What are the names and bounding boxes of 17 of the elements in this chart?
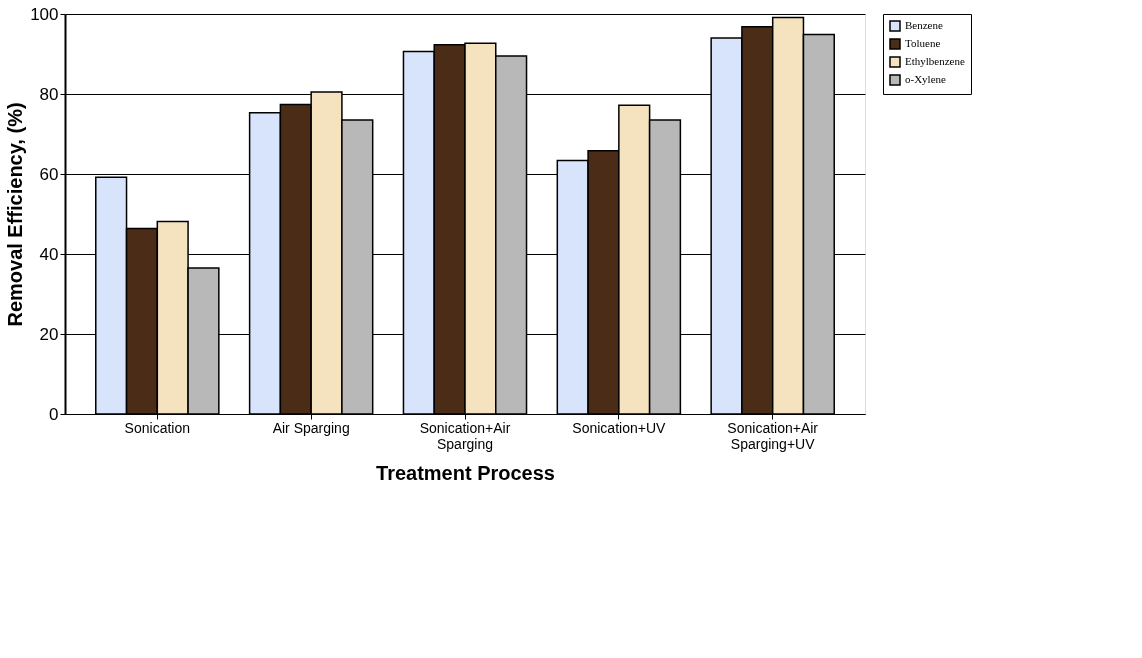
legend-label: Ethylbenzene	[905, 55, 965, 67]
y-tick-label: 100	[30, 4, 59, 24]
y-tick-label: 80	[39, 84, 59, 104]
legend-label: o-Xylene	[905, 73, 947, 85]
y-tick-label: 0	[49, 404, 59, 424]
x-tick-label: Air Sparging	[272, 419, 350, 436]
x-tick-label: Sonication+UV	[572, 419, 666, 436]
legend-label: Toluene	[905, 37, 941, 49]
x-tick-label: Sonication+Air Sparging	[419, 419, 511, 452]
y-tick-label: 20	[39, 324, 59, 344]
y-tick-label: 40	[39, 244, 59, 264]
x-tick-label: Sonication+Air Sparging+UV	[727, 419, 819, 452]
y-axis-title: Removal Efficiency, (%)	[4, 102, 27, 327]
x-tick-label: Sonication	[124, 419, 190, 436]
y-tick-label: 60	[39, 164, 59, 184]
legend-label: Benzene	[905, 19, 943, 31]
x-axis-title: Treatment Process	[376, 461, 555, 484]
